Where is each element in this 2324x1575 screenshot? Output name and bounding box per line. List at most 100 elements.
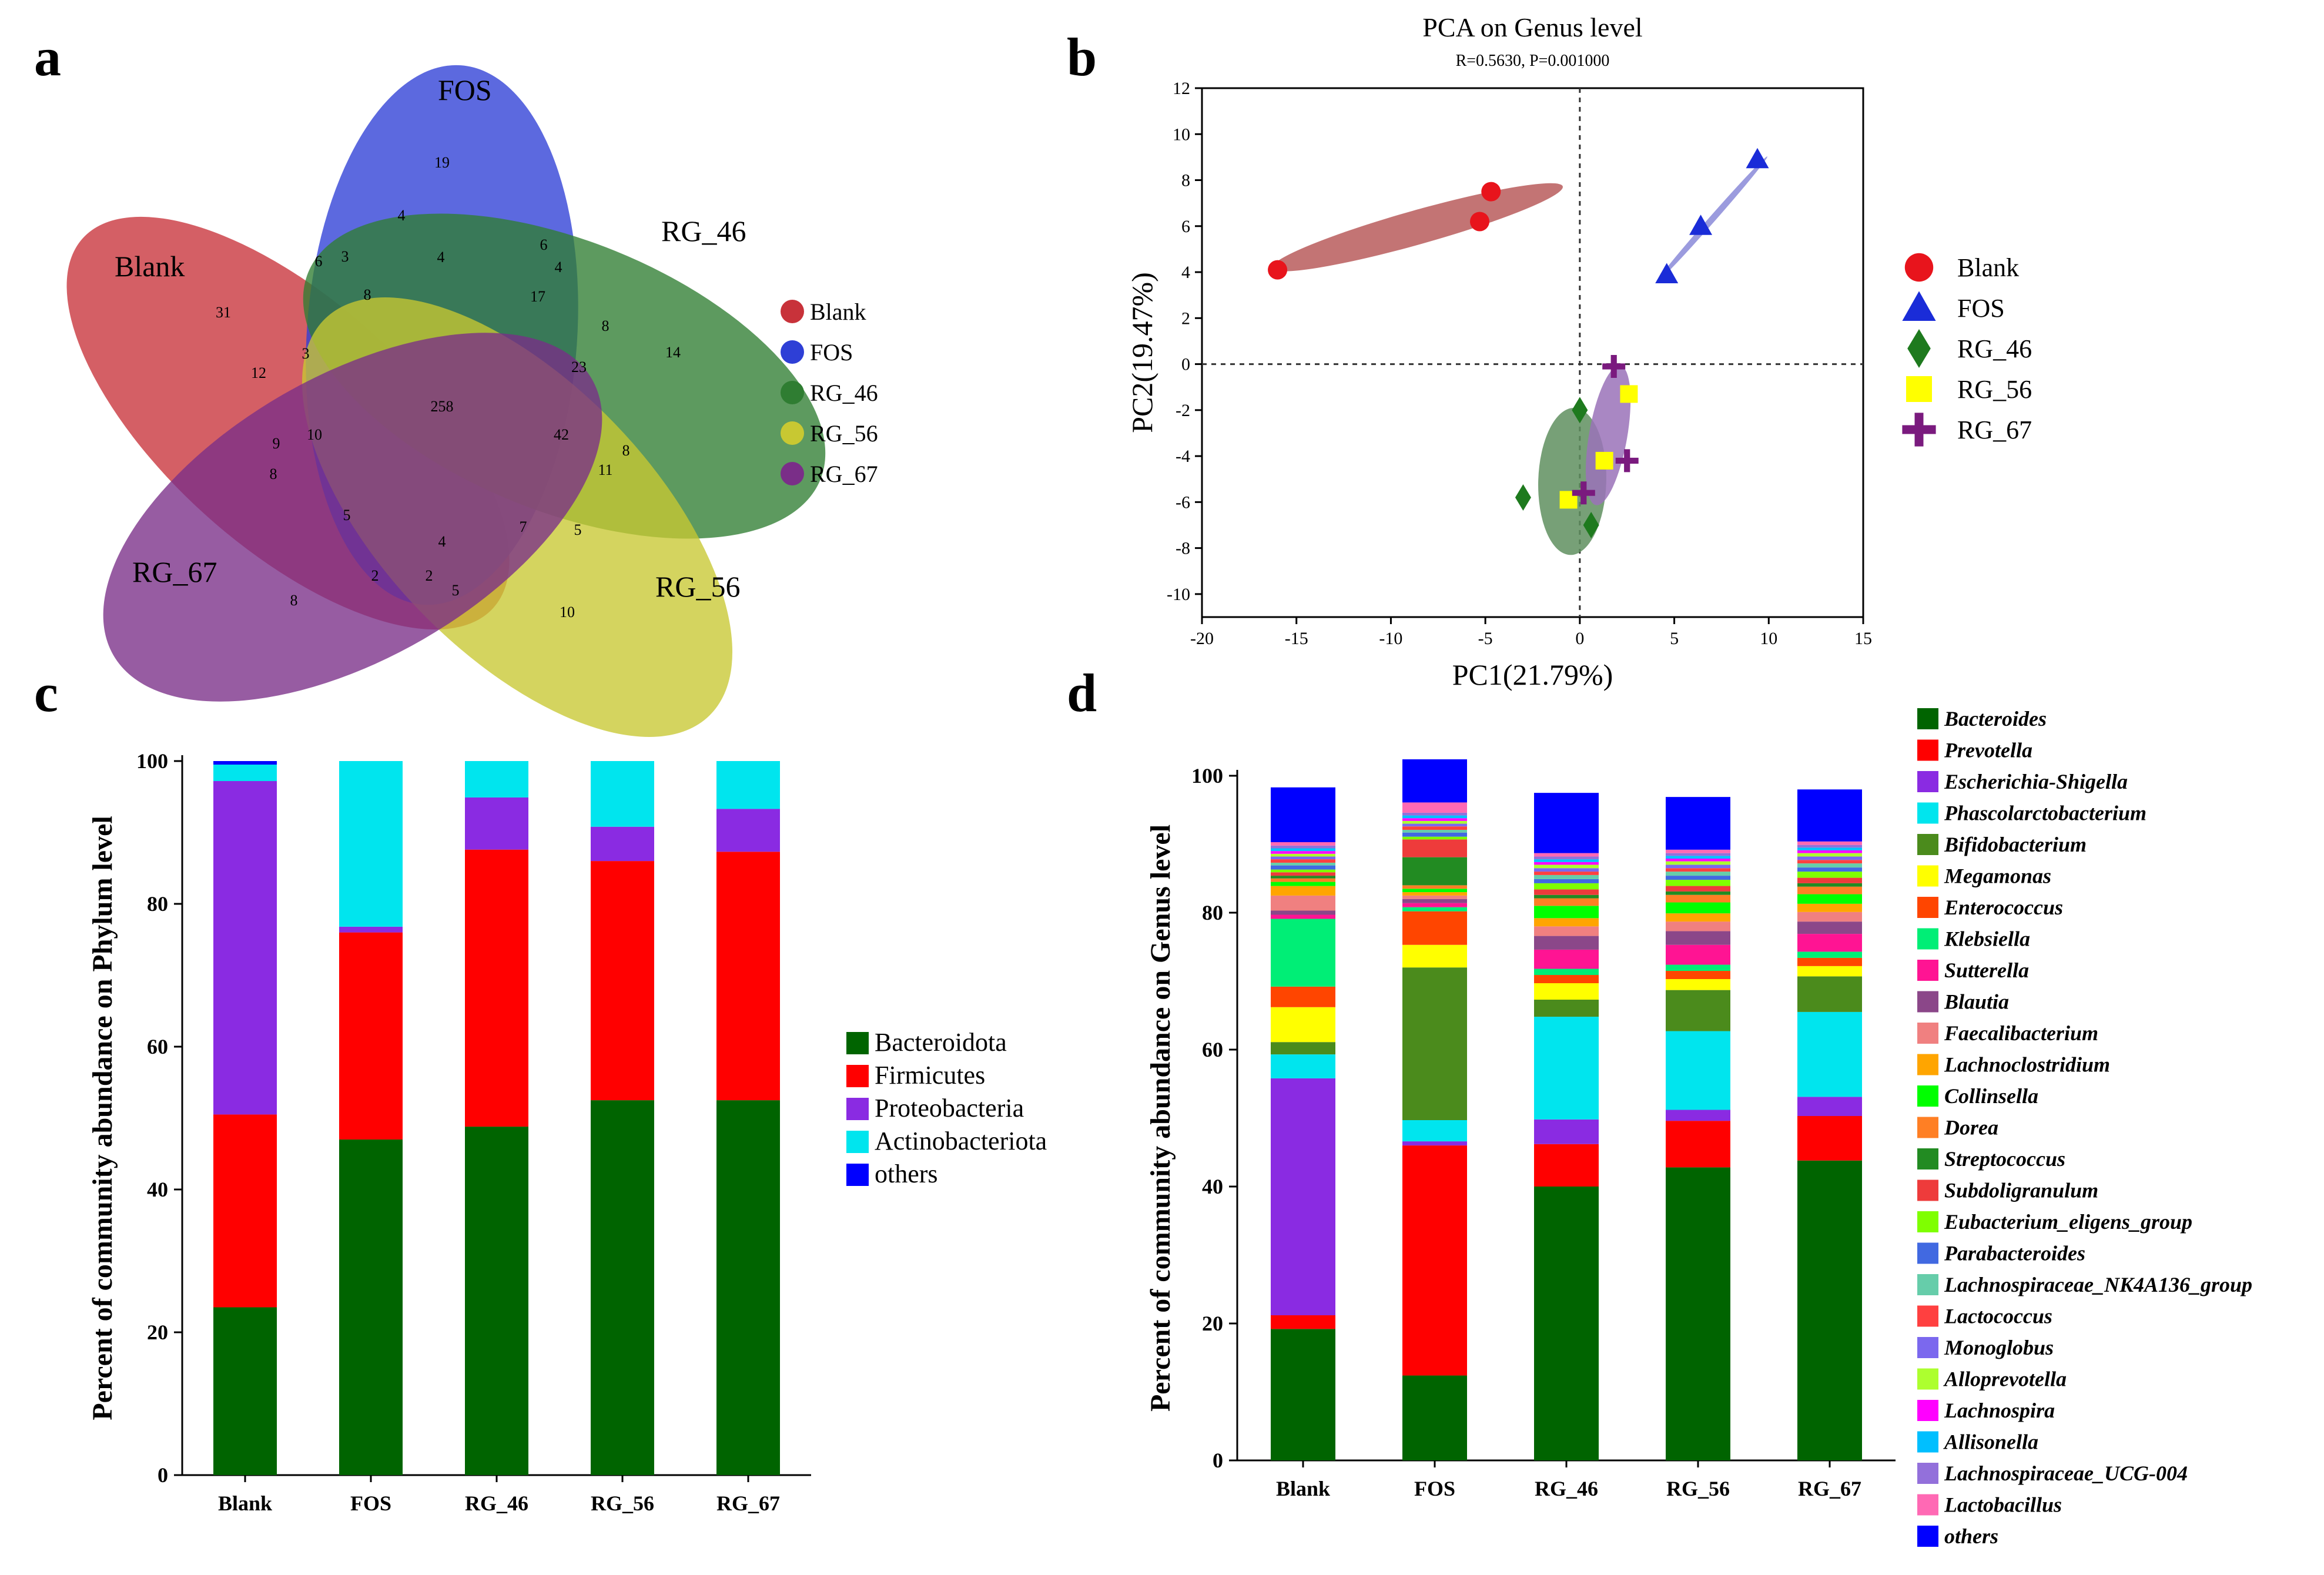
bar-segment-sutterella bbox=[1534, 949, 1599, 969]
y-axis-label: Percent of community abundance on Phylum… bbox=[87, 816, 118, 1420]
bar-segment-alloprevotella bbox=[1797, 853, 1862, 857]
point-fos bbox=[1655, 263, 1679, 283]
venn-count: 12 bbox=[251, 364, 266, 381]
point-rg-46 bbox=[1572, 397, 1588, 424]
bar-segment-lactobacillus bbox=[1271, 842, 1335, 846]
venn-legend-swatch bbox=[781, 300, 804, 323]
y-tick-label: 40 bbox=[147, 1178, 168, 1201]
legend-label: Lachnospira bbox=[1944, 1399, 2055, 1422]
y-tick-label: -8 bbox=[1176, 539, 1190, 558]
bar-segment-allisonella bbox=[1534, 859, 1599, 862]
bar-segment-faecalibacterium bbox=[1402, 895, 1467, 899]
legend-swatch bbox=[1917, 1368, 1938, 1390]
bar-segment-monoglobus bbox=[1271, 856, 1335, 860]
bar-segment-megamonas bbox=[1402, 944, 1467, 968]
bar-segment-phascolarctobacterium bbox=[1666, 1031, 1730, 1110]
bar-segment-lactobacillus bbox=[1797, 841, 1862, 845]
venn-count: 8 bbox=[364, 286, 371, 303]
bar-segment-faecalibacterium bbox=[1797, 912, 1862, 922]
venn-legend-label: Blank bbox=[810, 299, 866, 325]
bar-segment-collinsella bbox=[1534, 906, 1599, 919]
legend-swatch bbox=[1917, 1023, 1938, 1044]
legend-label: Blautia bbox=[1944, 990, 2009, 1014]
y-tick-label: 12 bbox=[1173, 79, 1190, 98]
bar-segment-actinobacteriota bbox=[591, 761, 654, 827]
legend-swatch bbox=[846, 1164, 869, 1186]
bar-segment-dorea bbox=[1797, 886, 1862, 894]
x-tick-label: Blank bbox=[1276, 1477, 1330, 1500]
bar-segment-bifidobacterium bbox=[1402, 967, 1467, 1120]
bar-segment-others bbox=[1271, 787, 1335, 843]
bar-segment-lachnospiraceae-ucg-004 bbox=[1666, 853, 1730, 856]
bar-segment-blautia bbox=[1402, 899, 1467, 903]
bar-segment-phascolarctobacterium bbox=[1271, 1054, 1335, 1078]
bar-segment-eubacterium-eligens-group bbox=[1402, 836, 1467, 840]
bar-segment-firmicutes bbox=[716, 852, 780, 1101]
point-rg-46 bbox=[1583, 511, 1599, 538]
bar-segment-escherichia-shigella bbox=[1534, 1119, 1599, 1144]
x-tick-label: Blank bbox=[218, 1492, 272, 1515]
legend-label: Subdoligranulum bbox=[1944, 1179, 2098, 1202]
bar-segment-klebsiella bbox=[1402, 907, 1467, 912]
point-blank bbox=[1268, 260, 1288, 280]
bar-segment-firmicutes bbox=[339, 932, 403, 1140]
point-fos bbox=[1746, 148, 1769, 169]
bar-segment-prevotella bbox=[1271, 1315, 1335, 1329]
bar-segment-lachnoclostridium bbox=[1271, 886, 1335, 896]
confidence-ellipse-blank bbox=[1271, 183, 1563, 272]
legend-label: Faecalibacterium bbox=[1944, 1021, 2098, 1045]
bar-segment-dorea bbox=[1271, 878, 1335, 882]
y-tick-label: 100 bbox=[136, 749, 168, 773]
legend-swatch bbox=[1917, 1274, 1938, 1295]
bar-segment-parabacteroides bbox=[1666, 876, 1730, 880]
venn-count: 5 bbox=[343, 507, 351, 524]
bar-segment-allisonella bbox=[1402, 815, 1467, 819]
legend-marker-rg-46 bbox=[1907, 329, 1931, 368]
venn-label-rg-56: RG_56 bbox=[655, 570, 740, 603]
bar-segment-actinobacteriota bbox=[213, 765, 277, 782]
legend-swatch bbox=[1917, 991, 1938, 1013]
confidence-ellipse-fos bbox=[1656, 156, 1767, 282]
x-tick-label: RG_46 bbox=[1535, 1477, 1598, 1500]
bar-segment-lachnospiraceae-ucg-004 bbox=[1797, 845, 1862, 848]
bar-segment-proteobacteria bbox=[591, 826, 654, 862]
x-tick-label: -20 bbox=[1190, 629, 1214, 648]
bar-segment-blautia bbox=[1797, 921, 1862, 934]
bar-segment-lachnoclostridium bbox=[1534, 918, 1599, 927]
legend-swatch bbox=[1917, 1526, 1938, 1547]
x-tick-label: FOS bbox=[1414, 1477, 1455, 1500]
bar-segment-lachnoclostridium bbox=[1797, 903, 1862, 912]
bar-segment-bacteroidota bbox=[213, 1307, 277, 1475]
point-rg-67 bbox=[1615, 449, 1639, 472]
venn-count: 42 bbox=[554, 426, 569, 443]
venn-count: 5 bbox=[574, 521, 582, 538]
y-tick-label: 60 bbox=[1202, 1038, 1223, 1061]
legend-label: Proteobacteria bbox=[875, 1094, 1024, 1122]
bar-segment-prevotella bbox=[1534, 1144, 1599, 1187]
bar-segment-lachnospiraceae-ucg-004 bbox=[1534, 856, 1599, 860]
bar-segment-collinsella bbox=[1666, 902, 1730, 914]
bar-segment-alloprevotella bbox=[1402, 820, 1467, 824]
legend-label: Lactobacillus bbox=[1944, 1493, 2062, 1517]
bar-segment-bifidobacterium bbox=[1271, 1042, 1335, 1055]
bar-segment-sutterella bbox=[1271, 914, 1335, 919]
venn-legend-label: RG_56 bbox=[810, 420, 878, 447]
venn-count: 14 bbox=[665, 344, 681, 361]
venn-count: 2 bbox=[426, 567, 433, 584]
y-tick-label: 80 bbox=[1202, 901, 1223, 924]
legend-swatch bbox=[1917, 1305, 1938, 1327]
bar-segment-megamonas bbox=[1271, 1007, 1335, 1043]
x-tick-label: RG_56 bbox=[591, 1492, 654, 1515]
venn-count: 8 bbox=[622, 442, 630, 459]
legend-swatch bbox=[1917, 1054, 1938, 1075]
legend-swatch bbox=[1917, 1400, 1938, 1421]
bar-segment-collinsella bbox=[1797, 894, 1862, 904]
bar-segment-prevotella bbox=[1666, 1121, 1730, 1168]
bar-segment-proteobacteria bbox=[339, 926, 403, 933]
bar-segment-monoglobus bbox=[1797, 856, 1862, 860]
legend-swatch bbox=[1917, 1431, 1938, 1453]
y-tick-label: 4 bbox=[1181, 263, 1190, 282]
bar-segment-monoglobus bbox=[1402, 823, 1467, 827]
x-tick-label: RG_46 bbox=[465, 1492, 528, 1515]
bar-segment-firmicutes bbox=[591, 861, 654, 1101]
